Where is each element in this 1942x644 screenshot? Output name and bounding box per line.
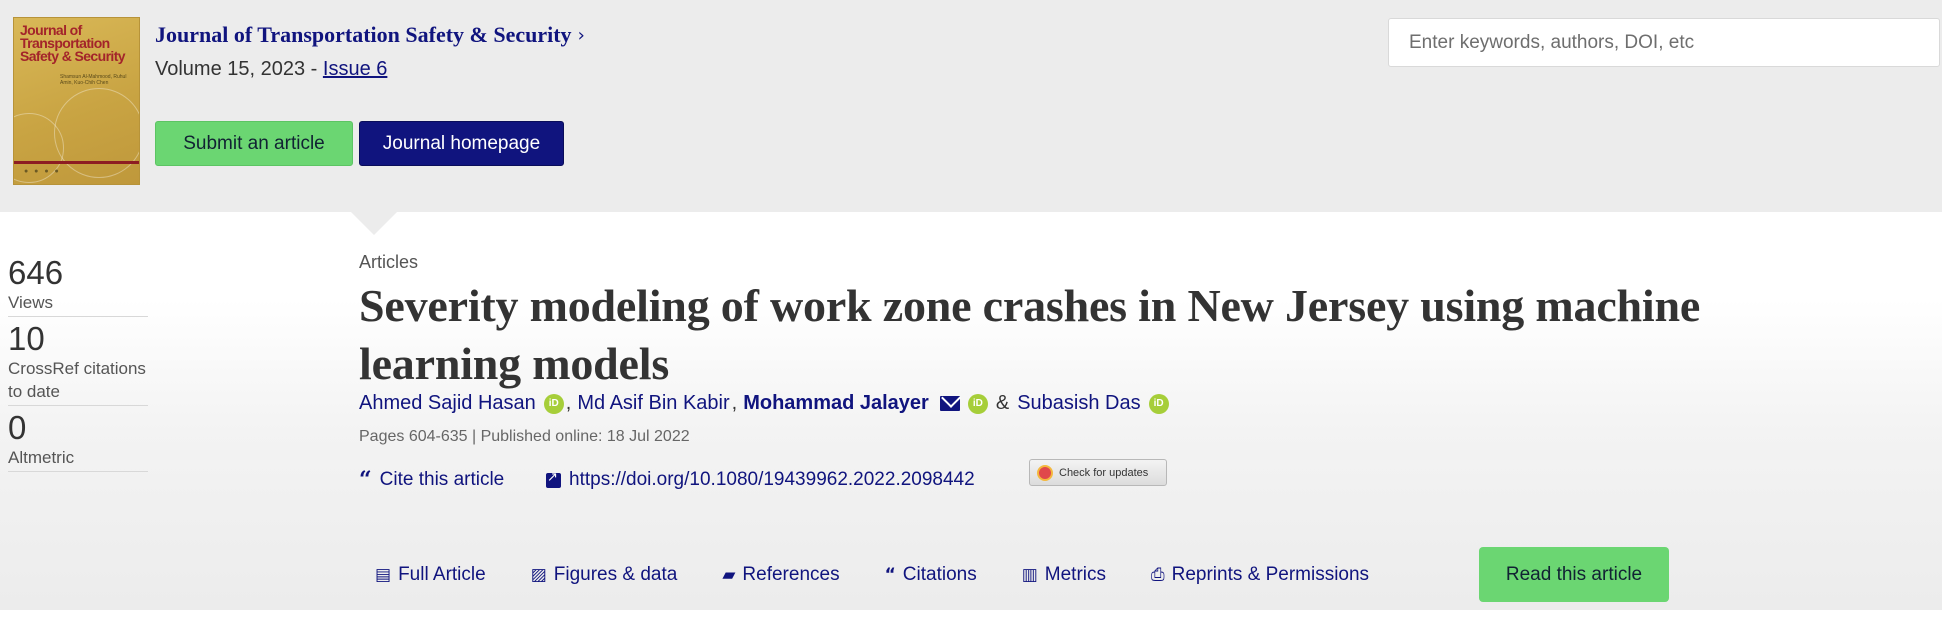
metric-value: 0 [8,409,27,446]
pages-published-line: Pages 604-635 | Published online: 18 Jul… [359,428,690,445]
tab-figures-data[interactable]: ▨ Figures & data [515,547,694,602]
print-icon: ⎙ [1151,564,1165,585]
tab-label: Reprints & Permissions [1171,563,1370,585]
author-link[interactable]: Subasish Das [1017,392,1141,414]
article-category: Articles [359,252,419,272]
orcid-icon[interactable]: iD [543,393,564,414]
journal-homepage-button[interactable]: Journal homepage [359,121,564,166]
metric-label: Altmetric [8,448,75,467]
tab-label: Figures & data [553,563,678,585]
metric-label: CrossRef citations to date [8,359,146,401]
cover-band [14,161,139,164]
tab-references[interactable]: ▰ References [706,547,855,602]
cover-editors: Shamsun Al-Mahmood, Ruhul Amin, Kuo-Chih… [60,74,127,86]
metric-altmetric[interactable]: 0 Altmetric [8,410,148,472]
book-icon: ▰ [722,564,736,585]
chevron-right-icon: › [577,24,585,46]
author-separator: , [565,392,572,414]
check-for-updates-button[interactable]: Check for updates [1029,459,1167,486]
bar-chart-icon: ▥ [1021,564,1038,585]
cover-title: Journal of Transportation Safety & Secur… [20,22,126,64]
cite-article-link[interactable]: “ Cite this article [359,469,504,491]
crossmark-icon [1037,464,1053,481]
check-updates-label: Check for updates [1059,466,1149,479]
submit-article-button[interactable]: Submit an article [155,121,353,166]
tab-label: References [742,563,840,585]
journal-title: Journal of Transportation Safety & Secur… [155,22,572,47]
journal-title-link[interactable]: Journal of Transportation Safety & Secur… [155,22,585,48]
cite-label: Cite this article [379,469,505,490]
author-link-corresponding[interactable]: Mohammad Jalayer [743,392,929,414]
volume-text: Volume 15, 2023 - [155,58,323,80]
article-title: Severity modeling of work zone crashes i… [359,280,1701,389]
metric-label: Views [8,293,54,312]
cover-logos: ● ● ● ● [24,168,61,175]
issue-link[interactable]: Issue 6 [322,58,388,80]
journal-banner: Journal of Transportation Safety & Secur… [0,0,1942,212]
tab-metrics[interactable]: ▥ Metrics [1006,547,1122,602]
quote-icon: “ [884,564,896,585]
search-input[interactable] [1388,18,1940,67]
quote-icon: “ [359,467,372,493]
external-link-icon [546,470,561,488]
doi-text: https://doi.org/10.1080/19439962.2022.20… [569,469,975,490]
image-icon: ▨ [530,564,547,585]
banner-notch [350,211,398,235]
tab-label: Citations [902,563,977,585]
journal-cover-image[interactable]: Journal of Transportation Safety & Secur… [13,17,140,185]
file-text-icon: ▤ [375,564,392,585]
orcid-icon[interactable]: iD [1148,393,1169,414]
read-article-button[interactable]: Read this article [1479,547,1669,602]
volume-issue-line: Volume 15, 2023 - Issue 6 [155,58,387,81]
tab-label: Metrics [1044,563,1106,585]
envelope-icon[interactable] [939,396,960,411]
metric-value: 10 [8,320,45,357]
metrics-sidebar: 646 Views 10 CrossRef citations to date … [8,255,148,476]
doi-link[interactable]: https://doi.org/10.1080/19439962.2022.20… [546,469,975,491]
tab-reprints-permissions[interactable]: ⎙ Reprints & Permissions [1135,547,1385,602]
tab-full-article[interactable]: ▤ Full Article [359,547,502,602]
article-tabs: ▤ Full Article ▨ Figures & data ▰ Refere… [359,547,1398,602]
author-list: Ahmed Sajid Hasan iD , Md Asif Bin Kabir… [359,392,1169,415]
orcid-icon[interactable]: iD [967,393,988,414]
tab-citations[interactable]: “ Citations [869,547,993,602]
author-separator: , [731,392,738,414]
author-link[interactable]: Ahmed Sajid Hasan [359,392,536,414]
author-link[interactable]: Md Asif Bin Kabir [577,392,730,414]
metric-value: 646 [8,254,64,291]
tab-label: Full Article [398,563,486,585]
author-separator: & [995,392,1010,414]
metric-crossref[interactable]: 10 CrossRef citations to date [8,321,148,406]
metric-views: 646 Views [8,255,148,317]
